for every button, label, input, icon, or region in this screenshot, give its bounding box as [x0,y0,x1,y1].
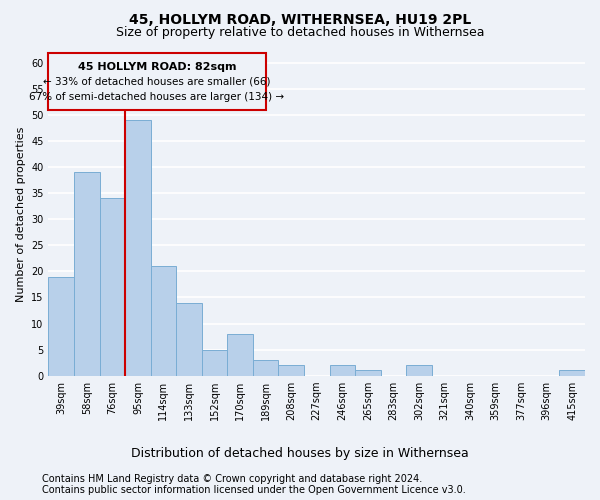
Bar [227,334,253,376]
Bar [74,172,100,376]
Bar [176,302,202,376]
Bar [49,276,74,376]
Text: Contains HM Land Registry data © Crown copyright and database right 2024.: Contains HM Land Registry data © Crown c… [42,474,422,484]
Text: ← 33% of detached houses are smaller (66): ← 33% of detached houses are smaller (66… [43,76,271,86]
Bar [100,198,125,376]
Bar [202,350,227,376]
Text: Distribution of detached houses by size in Withernsea: Distribution of detached houses by size … [131,448,469,460]
Bar [278,365,304,376]
Y-axis label: Number of detached properties: Number of detached properties [16,126,26,302]
Bar [406,365,432,376]
Bar [49,52,266,110]
Bar [355,370,380,376]
Text: Size of property relative to detached houses in Withernsea: Size of property relative to detached ho… [116,26,484,39]
Text: 45 HOLLYM ROAD: 82sqm: 45 HOLLYM ROAD: 82sqm [78,62,236,72]
Bar [125,120,151,376]
Bar [151,266,176,376]
Bar [253,360,278,376]
Text: 45, HOLLYM ROAD, WITHERNSEA, HU19 2PL: 45, HOLLYM ROAD, WITHERNSEA, HU19 2PL [129,12,471,26]
Bar [559,370,585,376]
Text: 67% of semi-detached houses are larger (134) →: 67% of semi-detached houses are larger (… [29,92,284,102]
Text: Contains public sector information licensed under the Open Government Licence v3: Contains public sector information licen… [42,485,466,495]
Bar [329,365,355,376]
